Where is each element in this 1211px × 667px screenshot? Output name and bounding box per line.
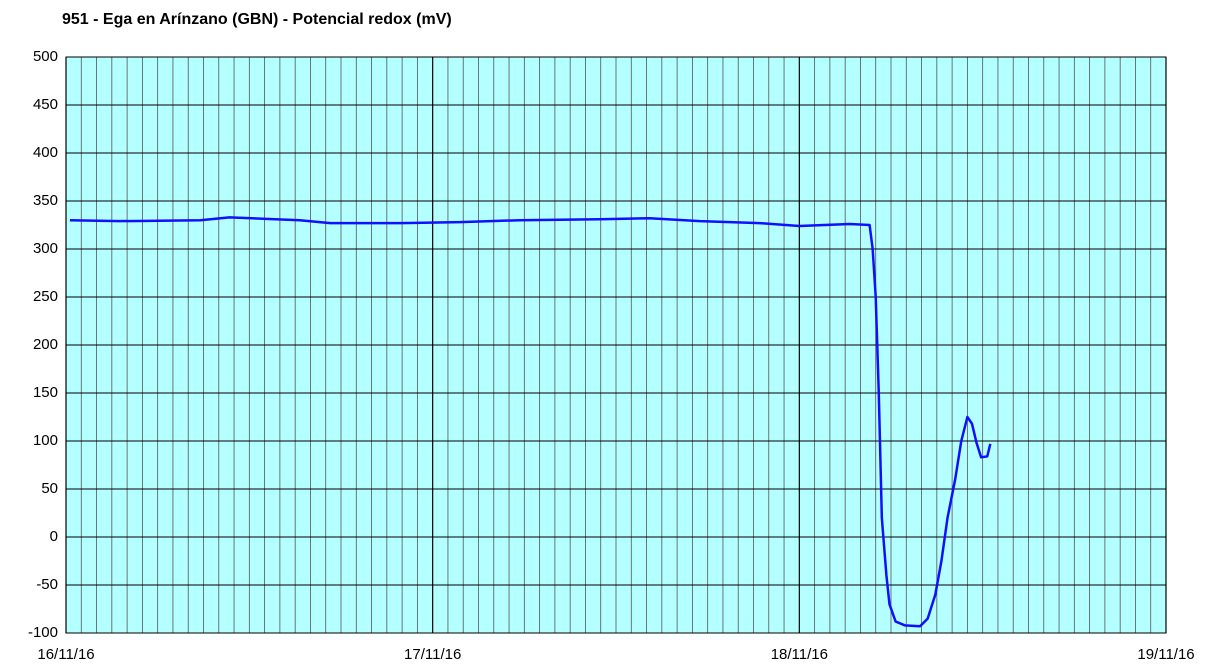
y-tick-label: 50 <box>41 480 58 497</box>
x-tick-label: 17/11/16 <box>404 646 461 663</box>
x-tick-label: 19/11/16 <box>1137 646 1194 663</box>
y-tick-label: 450 <box>33 96 58 113</box>
y-tick-label: 200 <box>33 336 58 353</box>
data-line <box>69 216 992 628</box>
y-tick-label: 250 <box>33 288 58 305</box>
chart-title: 951 - Ega en Arínzano (GBN) - Potencial … <box>62 11 452 28</box>
y-tick-label: 350 <box>33 192 58 209</box>
y-tick-label: 150 <box>33 384 58 401</box>
y-tick-label: 300 <box>33 240 58 257</box>
y-tick-label: -100 <box>28 624 58 641</box>
y-tick-label: 400 <box>33 144 58 161</box>
x-tick-label: 18/11/16 <box>771 646 828 663</box>
y-tick-label: 500 <box>33 48 58 65</box>
x-tick-label: 16/11/16 <box>37 646 94 663</box>
y-tick-label: 0 <box>50 528 58 545</box>
plot-border <box>65 56 1167 634</box>
y-tick-label: -50 <box>36 576 58 593</box>
y-tick-label: 100 <box>33 432 58 449</box>
